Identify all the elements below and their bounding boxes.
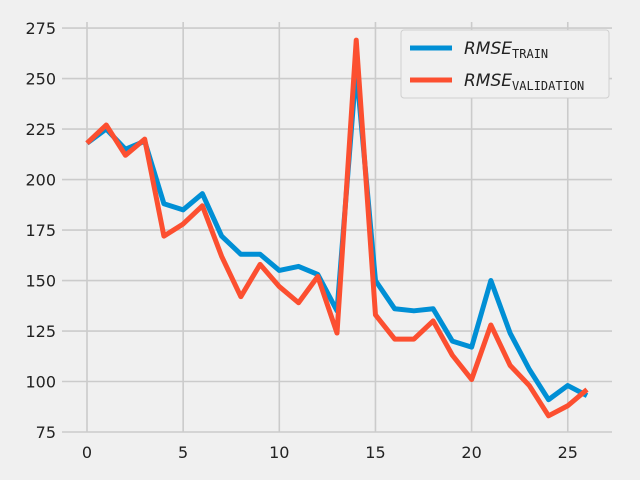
y-tick-label: 175 bbox=[25, 221, 56, 240]
legend-label-validation: RMSEVALIDATION bbox=[464, 71, 584, 93]
y-tick-label: 225 bbox=[25, 120, 56, 139]
legend-box bbox=[400, 29, 610, 99]
x-tick-label: 5 bbox=[178, 443, 188, 462]
x-tick-label: 0 bbox=[82, 443, 92, 462]
x-tick-label: 25 bbox=[558, 443, 578, 462]
x-tick-label: 10 bbox=[269, 443, 289, 462]
y-tick-label: 200 bbox=[25, 171, 56, 190]
y-tick-label: 150 bbox=[25, 272, 56, 291]
y-axis-ticks: 75 100 125 150 175 200 225 250 275 bbox=[25, 19, 56, 442]
y-tick-label: 125 bbox=[25, 322, 56, 341]
legend-label-train: RMSETRAIN bbox=[464, 39, 548, 61]
series-lines bbox=[85, 37, 589, 419]
x-axis-ticks: 0 5 10 15 20 25 bbox=[82, 443, 578, 462]
y-tick-label: 100 bbox=[25, 373, 56, 392]
y-tick-label: 250 bbox=[25, 70, 56, 89]
y-tick-label: 275 bbox=[25, 19, 56, 38]
x-tick-label: 20 bbox=[461, 443, 481, 462]
x-tick-label: 15 bbox=[365, 443, 385, 462]
series-line-validation bbox=[85, 37, 589, 419]
legend: RMSETRAIN RMSEVALIDATION bbox=[400, 29, 610, 99]
y-tick-label: 75 bbox=[36, 423, 56, 442]
